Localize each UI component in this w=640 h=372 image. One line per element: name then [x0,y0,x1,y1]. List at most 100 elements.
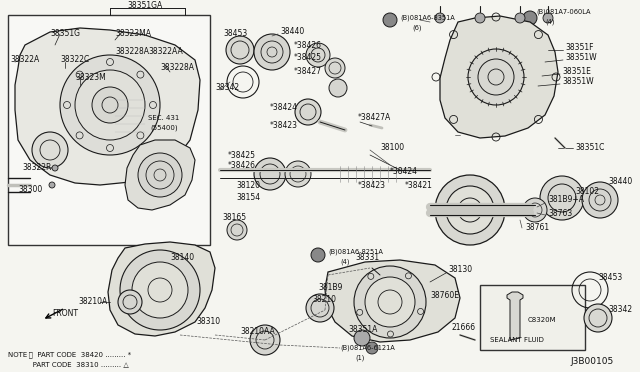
Circle shape [366,342,378,354]
Text: (55400): (55400) [150,125,178,131]
Text: 38322R: 38322R [22,164,51,173]
Text: 38761: 38761 [525,224,549,232]
Text: *38423: *38423 [270,121,298,129]
Text: 38351A: 38351A [348,326,378,334]
Text: 38322AA: 38322AA [148,48,183,57]
Text: *38427A: *38427A [358,113,391,122]
Text: 38310: 38310 [196,317,220,327]
Circle shape [354,330,370,346]
Text: (B)081A6-6121A: (B)081A6-6121A [340,345,395,351]
Text: (B)081A7-060LA: (B)081A7-060LA [536,9,591,15]
Text: 38322A: 38322A [10,55,39,64]
Circle shape [523,198,547,222]
Circle shape [32,132,68,168]
Circle shape [582,182,618,218]
Circle shape [446,186,494,234]
Text: 38323M: 38323M [75,74,106,83]
Text: 38351G: 38351G [50,29,80,38]
Circle shape [435,175,505,245]
Circle shape [120,250,200,330]
Text: (B)081A6-8351A: (B)081A6-8351A [400,15,455,21]
Text: 383228A: 383228A [115,48,149,57]
Polygon shape [325,260,460,342]
Text: 38453: 38453 [223,29,247,38]
Circle shape [540,176,584,220]
Circle shape [365,277,415,327]
Polygon shape [15,28,200,185]
Text: 38120: 38120 [236,180,260,189]
Text: (4): (4) [545,19,554,25]
Text: 38351GA: 38351GA [127,0,163,10]
Text: 38210A: 38210A [78,298,108,307]
Text: (1): (1) [355,355,364,361]
Text: 38763: 38763 [548,208,572,218]
Circle shape [254,34,290,70]
Text: 38210AA: 38210AA [240,327,275,337]
Text: 381B9+A: 381B9+A [548,196,584,205]
Text: (4): (4) [340,259,349,265]
Text: *38425: *38425 [228,151,256,160]
Text: 38331: 38331 [355,253,379,263]
Text: 38300: 38300 [18,186,42,195]
Bar [480,285,585,350]
Circle shape [132,262,188,318]
Circle shape [227,220,247,240]
Circle shape [383,13,397,27]
Circle shape [75,70,145,140]
Text: *38421: *38421 [405,180,433,189]
Circle shape [523,11,537,25]
Text: *38423: *38423 [358,180,386,189]
Circle shape [92,87,128,123]
Text: (6): (6) [412,25,422,31]
Text: 38342: 38342 [608,305,632,314]
Bar [8,15,210,245]
Circle shape [475,13,485,23]
Text: *38424: *38424 [390,167,418,176]
Circle shape [329,79,347,97]
Text: 38351W: 38351W [565,54,596,62]
Text: 38102: 38102 [575,187,599,196]
Circle shape [250,325,280,355]
Circle shape [60,55,160,155]
Text: 38100: 38100 [380,144,404,153]
Text: 38453: 38453 [598,273,622,282]
Circle shape [325,58,345,78]
Circle shape [306,43,330,67]
Polygon shape [440,16,558,138]
Text: NOTE ⦿  PART CODE  38420 ......... *: NOTE ⦿ PART CODE 38420 ......... * [8,352,131,358]
Circle shape [118,290,142,314]
Text: 38140: 38140 [170,253,194,263]
Text: 38760E: 38760E [430,291,459,299]
Text: *38426: *38426 [294,41,322,49]
Text: *38425: *38425 [294,54,322,62]
Text: 38165: 38165 [222,214,246,222]
Circle shape [254,158,286,190]
Text: 21666: 21666 [452,324,476,333]
Text: 38210: 38210 [312,295,336,305]
Text: SEALANT FLUID: SEALANT FLUID [490,337,544,343]
Circle shape [226,36,254,64]
Text: J3B00105: J3B00105 [570,357,613,366]
Text: 38342: 38342 [215,83,239,93]
Circle shape [295,99,321,125]
Circle shape [181,261,189,269]
Text: 38351F: 38351F [565,44,593,52]
Text: 38351C: 38351C [575,144,604,153]
Circle shape [354,266,426,338]
Circle shape [311,248,325,262]
Circle shape [515,13,525,23]
Text: FRONT: FRONT [52,310,78,318]
Text: *38427: *38427 [294,67,322,77]
Text: 38323MA: 38323MA [115,29,151,38]
Circle shape [543,13,553,23]
Text: PART CODE  38310 ......... △: PART CODE 38310 ......... △ [8,361,129,367]
Text: 383228A: 383228A [160,64,194,73]
Polygon shape [125,140,195,210]
Text: SEC. 431: SEC. 431 [148,115,179,121]
Polygon shape [108,242,215,336]
Circle shape [435,13,445,23]
Text: *38424: *38424 [270,103,298,112]
Text: 38351E: 38351E [562,67,591,77]
Circle shape [468,49,524,105]
Text: 381B9: 381B9 [318,283,342,292]
